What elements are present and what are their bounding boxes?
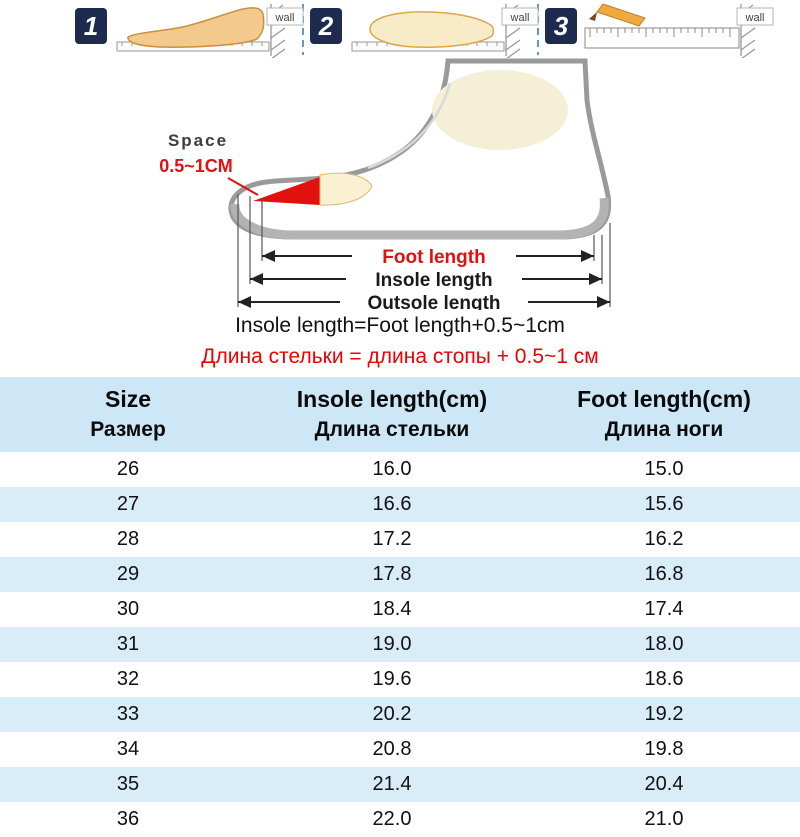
shoe-measurement-diagram: Space 0.5~1CM Foot length Insole length … (0, 58, 800, 314)
step-2: 2 wall (310, 4, 539, 60)
table-row: 35 21.4 20.4 (0, 767, 800, 802)
column-header-foot: Foot length(cm) Длина ноги (528, 377, 800, 452)
table-row: 28 17.2 16.2 (0, 522, 800, 557)
foot-cell: 20.4 (644, 773, 684, 795)
instep-line (367, 82, 452, 170)
step-1-number-badge (75, 8, 107, 44)
size-cell: 28 (116, 528, 140, 550)
size-cell: 35 (116, 773, 140, 795)
ruler-ticks (589, 28, 731, 37)
foot-side-icon (127, 7, 265, 48)
space-label: Space (168, 131, 228, 150)
space-value: 0.5~1CM (159, 156, 233, 176)
insole-cell: 18.4 (372, 598, 412, 620)
insole-cell: 17.2 (372, 528, 412, 550)
table-row: 33 20.2 19.2 (0, 697, 800, 732)
measure-guide-lines (237, 194, 611, 307)
foot-cell: 15.0 (644, 458, 684, 480)
wall-label: wall (745, 12, 765, 24)
table-row: 30 18.4 17.4 (0, 592, 800, 627)
step-2-number-badge (310, 8, 342, 44)
insole-cell: 16.0 (372, 458, 412, 480)
foot-toe (319, 172, 373, 206)
table-row: 27 16.6 15.6 (0, 487, 800, 522)
size-cell: 26 (116, 458, 140, 480)
wall-label: wall (510, 12, 530, 24)
insole-cell: 22.0 (372, 808, 412, 830)
step-1-number: 1 (84, 11, 98, 41)
column-header-insole-en: Insole length(cm) (296, 386, 488, 412)
foot-cell: 19.2 (644, 703, 684, 725)
insole-length-label: Insole length (375, 270, 492, 291)
column-header-size-en: Size (104, 386, 152, 412)
foot-cell: 16.2 (644, 528, 684, 550)
table-row: 29 17.8 16.8 (0, 557, 800, 592)
toe-space-red-wedge (253, 177, 320, 205)
pencil-icon (596, 3, 646, 27)
table-row: 34 20.8 19.8 (0, 732, 800, 767)
size-cell: 33 (116, 703, 140, 725)
wall-label: wall (275, 12, 295, 24)
shoe-sole (230, 197, 609, 240)
column-header-size: Size Размер (0, 377, 256, 452)
table-row: 32 19.6 18.6 (0, 662, 800, 697)
foot-cell: 17.4 (644, 598, 684, 620)
foot-cell: 16.8 (644, 563, 684, 585)
measurement-steps-banner: 1 wall 2 wall 3 (0, 0, 800, 60)
table-row: 31 19.0 18.0 (0, 627, 800, 662)
wall-label-box (501, 7, 539, 26)
ankle-highlight (432, 70, 568, 150)
size-cell: 32 (116, 668, 140, 690)
wall-label-box (266, 7, 304, 26)
step-3-number-badge (545, 8, 577, 44)
foot-length-label: Foot length (382, 247, 485, 268)
foot-cell: 18.0 (644, 633, 684, 655)
step-1: 1 wall (75, 4, 304, 60)
table-row: 26 16.0 15.0 (0, 452, 800, 487)
column-header-foot-en: Foot length(cm) (577, 386, 751, 412)
column-header-foot-ru: Длина ноги (604, 418, 724, 441)
insole-cell: 19.0 (372, 633, 412, 655)
size-cell: 29 (116, 563, 140, 585)
foot-cell: 15.6 (644, 493, 684, 515)
formula-block: Insole length=Foot length+0.5~1cm Длина … (0, 310, 800, 369)
table-header-row: Size Размер Insole length(cm) Длина стел… (0, 377, 800, 452)
outsole-length-label: Outsole length (368, 293, 501, 310)
size-cell: 30 (116, 598, 140, 620)
ruler-icon (584, 27, 740, 49)
step-3: 3 wall (545, 3, 774, 60)
formula-russian: Длина стельки = длина стопы + 0.5~1 см (201, 345, 599, 368)
step-2-number: 2 (318, 11, 334, 41)
insole-cell: 17.8 (372, 563, 412, 585)
space-pointer-line (227, 177, 259, 196)
foot-cell: 21.0 (644, 808, 684, 830)
size-table: Size Размер Insole length(cm) Длина стел… (0, 377, 800, 837)
column-header-insole: Insole length(cm) Длина стельки (256, 377, 528, 452)
step-3-number: 3 (554, 11, 569, 41)
size-cell: 36 (116, 808, 140, 830)
steps-banner-illustration: 1 wall 2 wall 3 (75, 3, 774, 60)
size-cell: 27 (116, 493, 140, 515)
size-cell: 31 (116, 633, 140, 655)
wall-label-box (736, 7, 774, 26)
insole-cell: 21.4 (372, 773, 412, 795)
formula-english: Insole length=Foot length+0.5~1cm (235, 314, 565, 337)
shoe-diagram-illustration: Space 0.5~1CM Foot length Insole length … (159, 58, 612, 314)
insole-cell: 20.2 (372, 703, 412, 725)
column-header-insole-ru: Длина стельки (314, 418, 470, 441)
insole-cell: 20.8 (372, 738, 412, 760)
column-header-size-ru: Размер (90, 418, 166, 441)
foot-cell: 19.8 (644, 738, 684, 760)
table-row: 36 22.0 21.0 (0, 802, 800, 837)
foot-cell: 18.6 (644, 668, 684, 690)
insole-cell: 19.6 (372, 668, 412, 690)
size-cell: 34 (116, 738, 140, 760)
pencil-tip-icon (589, 12, 597, 21)
foot-top-icon (369, 11, 495, 48)
insole-cell: 16.6 (372, 493, 412, 515)
